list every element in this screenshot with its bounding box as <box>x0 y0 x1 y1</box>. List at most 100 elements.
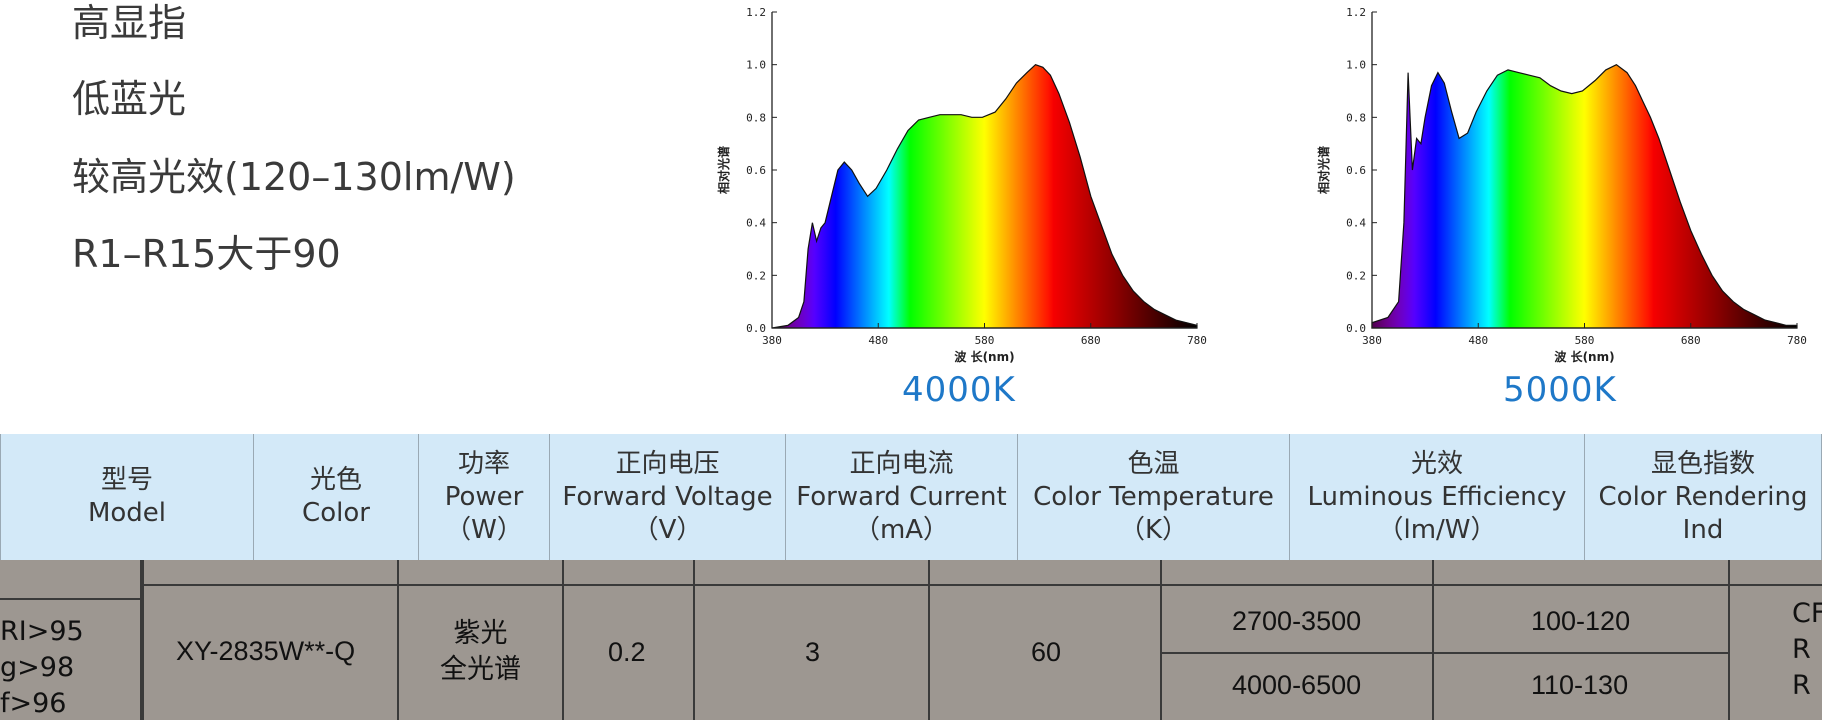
spectrum-chart-4000k: 0.0 0.2 0.4 0.6 0.8 1.0 1.2 380 480 580 680 780 波 长(… <box>700 0 1220 365</box>
x-axis-label: 波 长(nm) <box>954 349 1014 364</box>
efficiency-value: 110-130 <box>1531 670 1629 700</box>
cct-value: 4000-6500 <box>1232 670 1362 700</box>
header-unit: （K） <box>1118 514 1189 545</box>
y-tick-label: 1.0 <box>746 59 766 72</box>
model-value: XY-2835W**-Q <box>176 636 356 666</box>
efficiency-value: 100-120 <box>1531 606 1631 636</box>
x-tick-label: 680 <box>1081 334 1101 347</box>
header-zh: 正向电流 <box>849 448 954 479</box>
header-en: Color Temperature <box>1033 481 1274 512</box>
table-divider <box>142 584 1822 586</box>
table-header <box>0 434 1822 560</box>
current-value: 60 <box>1031 637 1062 667</box>
x-tick-label: 480 <box>868 334 888 347</box>
header-unit: （mA） <box>853 514 950 545</box>
header-en: Color Rendering <box>1598 481 1808 512</box>
left-cell-line: f>96 <box>0 688 67 719</box>
y-tick-label: 0.8 <box>746 111 766 124</box>
left-cell-line: g>98 <box>0 652 75 683</box>
x-tick-label: 780 <box>1787 334 1807 347</box>
y-tick-label: 0.2 <box>1346 269 1366 282</box>
y-tick-label: 0.0 <box>1346 322 1366 335</box>
chart-caption-4000k: 4000K <box>902 370 1016 410</box>
table-divider <box>693 560 695 720</box>
y-tick-label: 1.2 <box>746 6 766 19</box>
header-luminous-efficiency: 光效 Luminous Efficiency （lm/W） <box>1290 434 1585 560</box>
y-tick-label: 0.4 <box>746 217 766 230</box>
cri-line: R <box>1792 634 1811 665</box>
header-en: Forward Current <box>796 481 1007 512</box>
voltage-value: 3 <box>805 637 821 667</box>
y-tick-label: 0.6 <box>746 164 766 177</box>
header-color-temperature: 色温 Color Temperature （K） <box>1018 434 1290 560</box>
feature-item: R1–R15大于90 <box>72 232 341 276</box>
header-unit: Ind <box>1682 514 1724 545</box>
color-line: 紫光 <box>453 618 508 649</box>
data-table-body <box>0 560 1822 720</box>
cri-value: CF R R <box>1792 596 1822 704</box>
cri-line: R <box>1792 670 1811 701</box>
color-value: 紫光 全光谱 <box>399 616 562 688</box>
spectrum-chart-5000k: 0.0 0.2 0.4 0.6 0.8 1.0 1.2 380 480 580 680 780 波 长(… <box>1300 0 1820 365</box>
header-forward-voltage: 正向电压 Forward Voltage （V） <box>550 434 786 560</box>
feature-item: 较高光效(120–130lm/W) <box>72 155 516 199</box>
table-divider <box>0 598 142 600</box>
feature-item: 低蓝光 <box>72 77 187 121</box>
header-en: Color <box>302 498 370 528</box>
header-zh: 功率 <box>457 448 510 479</box>
y-tick-label: 0.2 <box>746 269 766 282</box>
table-divider <box>140 560 144 720</box>
header-zh: 型号 <box>100 465 153 495</box>
x-tick-label: 780 <box>1187 334 1207 347</box>
left-cell-line: RI>95 <box>0 616 84 647</box>
table-divider <box>397 560 399 720</box>
header-zh: 光色 <box>309 465 362 495</box>
y-tick-label: 1.2 <box>1346 6 1366 19</box>
cct-value: 2700-3500 <box>1232 606 1362 636</box>
x-tick-label: 580 <box>975 334 995 347</box>
table-divider <box>1160 652 1730 654</box>
y-axis-label: 相对光谱 <box>1316 146 1331 194</box>
left-cell: RI>95 g>98 f>96 <box>0 614 100 722</box>
color-line: 全光谱 <box>440 654 521 685</box>
header-en: Luminous Efficiency <box>1307 481 1567 512</box>
table-divider <box>1432 560 1434 720</box>
spectrum-area <box>1371 63 1798 329</box>
header-color-rendering: 显色指数 Color Rendering Ind <box>1585 434 1822 560</box>
y-tick-label: 0.8 <box>1346 111 1366 124</box>
x-tick-label: 380 <box>762 334 782 347</box>
header-model: 型号 Model <box>0 434 254 560</box>
y-tick-label: 0.6 <box>1346 164 1366 177</box>
table-divider <box>928 560 930 720</box>
chart-caption-5000k: 5000K <box>1503 370 1617 410</box>
cri-line: CF <box>1792 598 1822 629</box>
x-tick-label: 680 <box>1681 334 1701 347</box>
header-zh: 色温 <box>1127 448 1180 479</box>
header-unit: （V） <box>632 514 703 545</box>
header-en: Model <box>87 498 167 528</box>
table-divider <box>1728 560 1730 720</box>
y-axis-label: 相对光谱 <box>716 146 731 194</box>
header-zh: 正向电压 <box>615 448 720 479</box>
x-tick-label: 380 <box>1362 334 1382 347</box>
header-forward-current: 正向电流 Forward Current （mA） <box>786 434 1018 560</box>
header-power: 功率 Power （W） <box>419 434 550 560</box>
x-tick-label: 480 <box>1468 334 1488 347</box>
header-zh: 光效 <box>1410 448 1463 479</box>
header-color: 光色 Color <box>254 434 419 560</box>
table-divider <box>562 560 564 720</box>
header-zh: 显色指数 <box>1650 448 1755 479</box>
header-unit: （lm/W） <box>1377 514 1497 545</box>
header-en: Power <box>444 481 524 512</box>
header-en: Forward Voltage <box>562 481 773 512</box>
y-tick-label: 1.0 <box>1346 59 1366 72</box>
power-value: 0.2 <box>608 637 646 667</box>
y-tick-label: 0.4 <box>1346 217 1366 230</box>
spectrum-area <box>771 64 1198 329</box>
y-tick-label: 0.0 <box>746 322 766 335</box>
x-axis-label: 波 长(nm) <box>1554 349 1614 364</box>
feature-item: 高显指 <box>72 1 187 45</box>
header-unit: （W） <box>445 514 523 545</box>
x-tick-label: 580 <box>1575 334 1595 347</box>
table-divider <box>1160 560 1162 720</box>
